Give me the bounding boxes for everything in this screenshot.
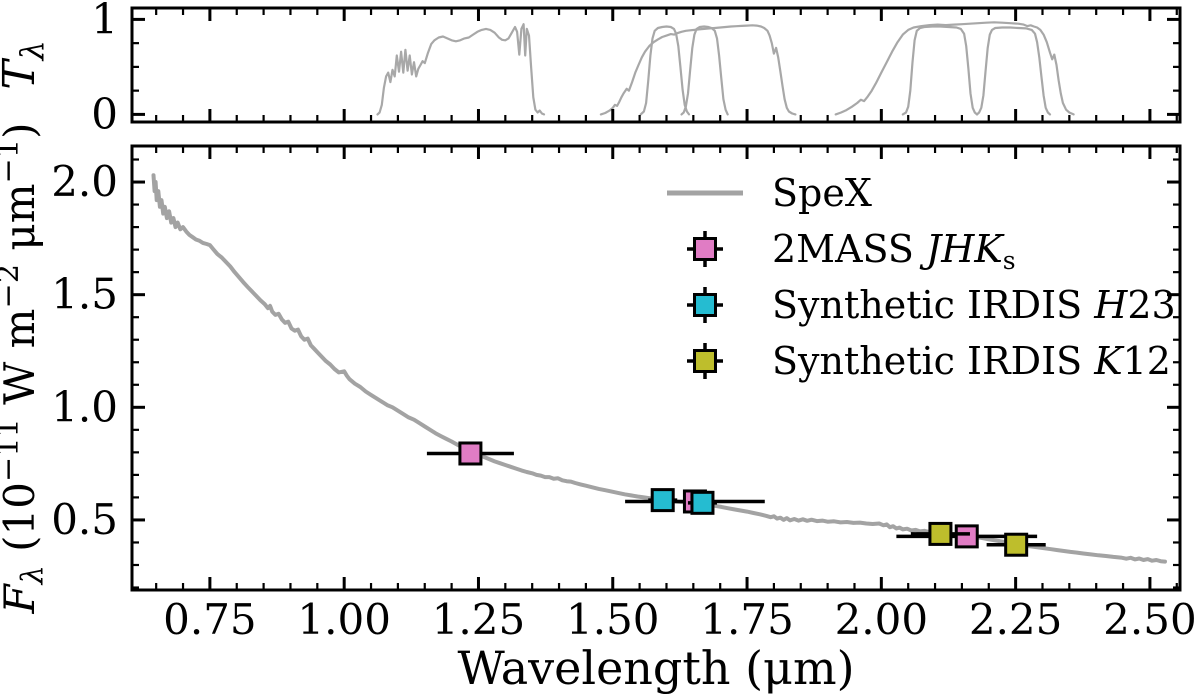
legend-label-irdis-k12: Synthetic IRDIS K12 — [772, 339, 1171, 383]
legend-label-spex: SpeX — [772, 171, 872, 215]
legend: SpeX 2MASS JHKs — [660, 165, 1176, 389]
h23-marker-sample — [660, 284, 750, 326]
photometry-marker-pink — [458, 441, 483, 466]
y-axis-label-top: Tλ — [0, 40, 51, 89]
photometry-marker-cyan — [690, 490, 715, 515]
spex-line-sample — [660, 172, 750, 214]
filter-curve-2mass-h — [599, 24, 797, 116]
x-tick-label: 2.25 — [969, 595, 1063, 644]
x-tick-label: 1.25 — [432, 595, 526, 644]
legend-item-irdis-h23: Synthetic IRDIS H23 — [660, 277, 1176, 333]
x-tick-label: 1.75 — [700, 595, 794, 644]
filter-curve-irdis-k2 — [975, 26, 1052, 116]
x-tick-label: 2.50 — [1103, 595, 1197, 644]
photometry-marker-olive — [928, 521, 953, 546]
k12-marker-sample — [660, 340, 750, 382]
y-tick-label-top: 1 — [91, 0, 118, 43]
y-tick-label: 1.0 — [51, 382, 118, 431]
legend-label-2mass: 2MASS JHKs — [772, 227, 1016, 276]
filter-curve-irdis-k1 — [901, 25, 979, 116]
x-tick-label: 1.50 — [566, 595, 660, 644]
legend-item-2mass: 2MASS JHKs — [660, 221, 1176, 277]
y-axis-label-main: Fλ (10−11 W m−2 μm−1) — [0, 122, 50, 614]
x-tick-label: 1.00 — [297, 595, 391, 644]
filter-curve-2mass-j — [376, 23, 546, 116]
y-tick-label: 2.0 — [51, 157, 118, 206]
x-axis-label: Wavelength (μm) — [457, 641, 854, 695]
legend-label-irdis-h23: Synthetic IRDIS H23 — [772, 283, 1176, 327]
square-marker-icon — [693, 349, 717, 373]
y-tick-label: 1.5 — [51, 270, 118, 319]
photometry-marker-cyan — [650, 488, 675, 513]
x-tick-label: 0.75 — [163, 595, 257, 644]
filter-curve-2mass-ks — [834, 21, 1075, 116]
y-tick-label-top: 0 — [91, 89, 118, 138]
filter-curve-irdis-h2 — [639, 25, 691, 116]
filter-curve-irdis-h3 — [680, 25, 729, 116]
square-marker-icon — [693, 237, 717, 261]
y-tick-label: 0.5 — [51, 495, 118, 544]
photometry-marker-pink — [954, 524, 979, 549]
legend-item-spex: SpeX — [660, 165, 1176, 221]
2mass-marker-sample — [660, 228, 750, 270]
sed-panel-frame — [130, 144, 1182, 592]
photometry-marker-olive — [1004, 532, 1029, 557]
x-tick-label: 2.00 — [835, 595, 929, 644]
square-marker-icon — [693, 293, 717, 317]
transmission-panel-frame — [130, 6, 1182, 124]
legend-item-irdis-k12: Synthetic IRDIS K12 — [660, 333, 1176, 389]
